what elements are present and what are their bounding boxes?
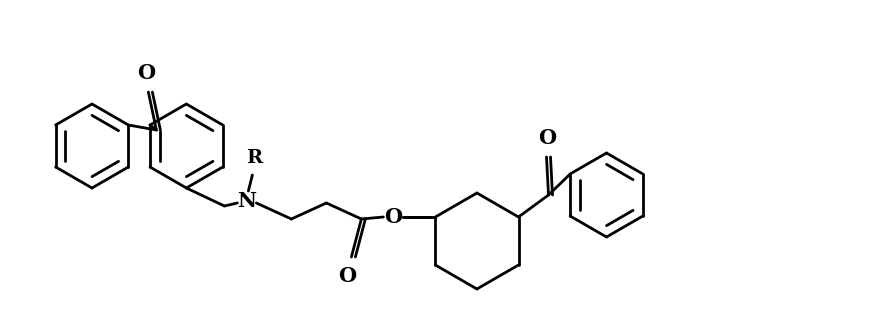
Text: O: O <box>338 266 357 286</box>
Text: O: O <box>138 63 156 83</box>
Text: R: R <box>247 149 263 167</box>
Text: O: O <box>538 128 557 148</box>
Text: O: O <box>384 207 402 227</box>
Text: N: N <box>237 191 256 211</box>
